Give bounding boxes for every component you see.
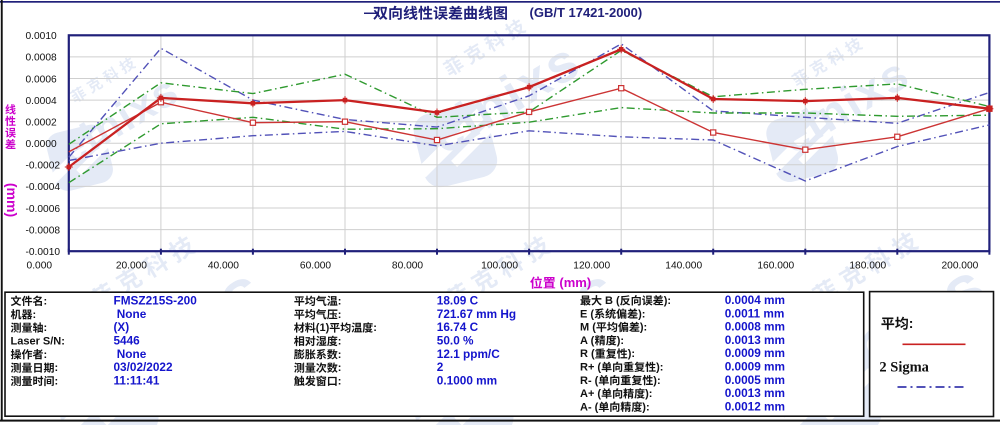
svg-text:50.0 %: 50.0 % (437, 334, 474, 348)
svg-text:(GB/T 17421-2000): (GB/T 17421-2000) (530, 5, 643, 20)
svg-text::: : (44, 322, 48, 334)
svg-text:):: ): (617, 335, 624, 347)
svg-text:0.0009 mm: 0.0009 mm (725, 346, 785, 360)
svg-text:):: ): (664, 295, 671, 307)
svg-text:721.67 mm Hg: 721.67 mm Hg (437, 307, 516, 321)
svg-text::: : (909, 315, 914, 331)
svg-text:0.0008 mm: 0.0008 mm (725, 320, 785, 334)
svg-text:2: 2 (437, 360, 444, 374)
svg-text:18.09 C: 18.09 C (437, 294, 479, 308)
svg-text::: : (338, 296, 342, 308)
svg-text:-0.0002: -0.0002 (26, 161, 61, 172)
svg-text:(1): (1) (316, 322, 330, 334)
svg-text:03/02/2022: 03/02/2022 (114, 360, 173, 374)
svg-text:):: ): (638, 308, 645, 320)
svg-text:160.000: 160.000 (757, 261, 794, 272)
svg-text:):: ): (656, 362, 663, 374)
svg-text:11:11:41: 11:11:41 (114, 374, 160, 388)
svg-text:0.000: 0.000 (27, 261, 53, 272)
svg-text:0.0013 mm: 0.0013 mm (725, 333, 785, 347)
svg-text::: : (338, 349, 342, 361)
svg-text:2 Sigma: 2 Sigma (879, 360, 929, 376)
svg-text:5446: 5446 (114, 334, 141, 348)
svg-text:80.000: 80.000 (392, 261, 423, 272)
svg-text:R (: R ( (580, 348, 595, 360)
svg-text:einixs: einixs (420, 31, 591, 166)
svg-text:(mm): (mm) (556, 275, 591, 290)
svg-text:40.000: 40.000 (208, 261, 239, 272)
svg-text:):: ): (640, 322, 647, 334)
svg-text::: : (338, 376, 342, 388)
svg-text:0.0004: 0.0004 (26, 96, 57, 107)
svg-text:0.1000 mm: 0.1000 mm (437, 374, 497, 388)
svg-text:einixs: einixs (51, 66, 187, 174)
svg-text::: : (33, 309, 37, 321)
svg-text:):: ): (642, 401, 649, 413)
svg-text:0.0002: 0.0002 (26, 118, 57, 129)
svg-text::: : (373, 322, 377, 334)
svg-text:100.000: 100.000 (481, 261, 518, 272)
svg-text:0.0010: 0.0010 (26, 31, 57, 42)
svg-text:20.000: 20.000 (116, 261, 147, 272)
svg-text:12.1 ppm/C: 12.1 ppm/C (437, 347, 500, 361)
svg-text:-0.0004: -0.0004 (26, 182, 61, 193)
svg-text:0.0013 mm: 0.0013 mm (725, 386, 785, 400)
svg-text::: : (338, 362, 342, 374)
svg-text:-0.0010: -0.0010 (26, 247, 61, 258)
svg-text:-0.0006: -0.0006 (26, 204, 61, 215)
svg-text:0.0004 mm: 0.0004 mm (725, 293, 785, 307)
svg-text:200.000: 200.000 (941, 261, 978, 272)
svg-text:0.0011 mm: 0.0011 mm (725, 306, 785, 320)
svg-text::: : (44, 296, 48, 308)
svg-text:M (: M ( (580, 322, 596, 334)
svg-text:0.0005 mm: 0.0005 mm (725, 373, 785, 387)
svg-text:120.000: 120.000 (573, 261, 610, 272)
svg-text:-0.0008: -0.0008 (26, 225, 61, 236)
svg-text:16.74 C: 16.74 C (437, 320, 479, 334)
svg-text:None: None (114, 307, 147, 321)
svg-text:0.0006: 0.0006 (26, 74, 57, 85)
svg-text:0.0008: 0.0008 (26, 53, 57, 64)
svg-text:180.000: 180.000 (849, 261, 886, 272)
svg-text:60.000: 60.000 (300, 261, 331, 272)
svg-text:140.000: 140.000 (665, 261, 702, 272)
svg-text::: : (44, 349, 48, 361)
svg-text::: : (338, 336, 342, 348)
svg-text::: : (55, 376, 59, 388)
svg-text:Laser S/N:: Laser S/N: (11, 336, 65, 348)
svg-text:R+ (: R+ ( (580, 362, 601, 374)
svg-text:A- (: A- ( (580, 401, 599, 413)
svg-text:(mm): (mm) (4, 183, 20, 217)
svg-text:None: None (114, 347, 147, 361)
svg-text:):: ): (653, 375, 660, 387)
svg-text:0.0009 mm: 0.0009 mm (725, 360, 785, 374)
svg-text:):: ): (645, 388, 652, 400)
svg-text:A+ (: A+ ( (580, 388, 601, 400)
svg-text::: : (338, 309, 342, 321)
svg-text:(X): (X) (114, 320, 130, 334)
svg-text:E (: E ( (580, 308, 594, 320)
svg-text::: : (55, 362, 59, 374)
svg-text:0.0000: 0.0000 (26, 139, 57, 150)
svg-text:A (: A ( (580, 335, 595, 347)
svg-text:0.0012 mm: 0.0012 mm (725, 399, 785, 413)
svg-text:B (: B ( (602, 295, 620, 307)
svg-text:R- (: R- ( (580, 375, 599, 387)
svg-text:FMSZ215S-200: FMSZ215S-200 (114, 294, 198, 308)
svg-text:):: ): (628, 348, 635, 360)
svg-text:einixs: einixs (771, 47, 918, 163)
